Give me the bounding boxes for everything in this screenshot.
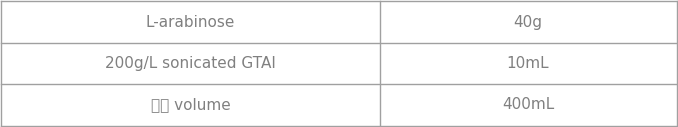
Text: 10mL: 10mL [506, 56, 549, 71]
Text: 400mL: 400mL [502, 97, 554, 112]
Text: 40g: 40g [513, 15, 542, 30]
Text: 200g/L sonicated GTAI: 200g/L sonicated GTAI [105, 56, 276, 71]
Text: L-arabinose: L-arabinose [146, 15, 235, 30]
Text: 최종 volume: 최종 volume [151, 97, 231, 112]
